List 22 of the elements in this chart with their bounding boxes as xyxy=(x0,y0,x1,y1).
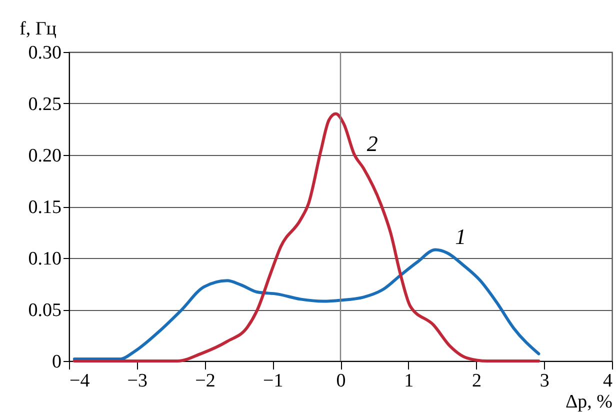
x-tick-label: −4 xyxy=(70,370,90,392)
y-tick-label: 0.20 xyxy=(28,146,62,166)
x-tick-label: 1 xyxy=(404,370,414,392)
x-tick-label: 2 xyxy=(472,370,482,392)
y-tick-label: 0.10 xyxy=(28,248,62,270)
x-tick-label: 3 xyxy=(540,370,550,392)
y-axis-title: f, Гц xyxy=(20,18,56,40)
y-tick-label: 0.30 xyxy=(28,42,62,64)
x-axis-title: Δp, % xyxy=(565,392,613,412)
y-tick-label: 0 xyxy=(52,352,62,372)
y-tick-label: 0.15 xyxy=(28,197,62,218)
line-series xyxy=(72,112,540,362)
line-series xyxy=(72,248,540,360)
x-tick-label: 0 xyxy=(336,370,346,392)
annotation: 2 xyxy=(366,131,378,156)
x-tick-label: 4 xyxy=(603,370,613,392)
x-tick-label: −2 xyxy=(195,370,216,392)
x-tick-label: −3 xyxy=(127,370,148,392)
annotation: 1 xyxy=(455,224,466,249)
y-tick-label: 0.05 xyxy=(28,300,62,321)
x-tick-label: −1 xyxy=(263,370,284,392)
y-tick-label: 0.25 xyxy=(28,94,62,115)
